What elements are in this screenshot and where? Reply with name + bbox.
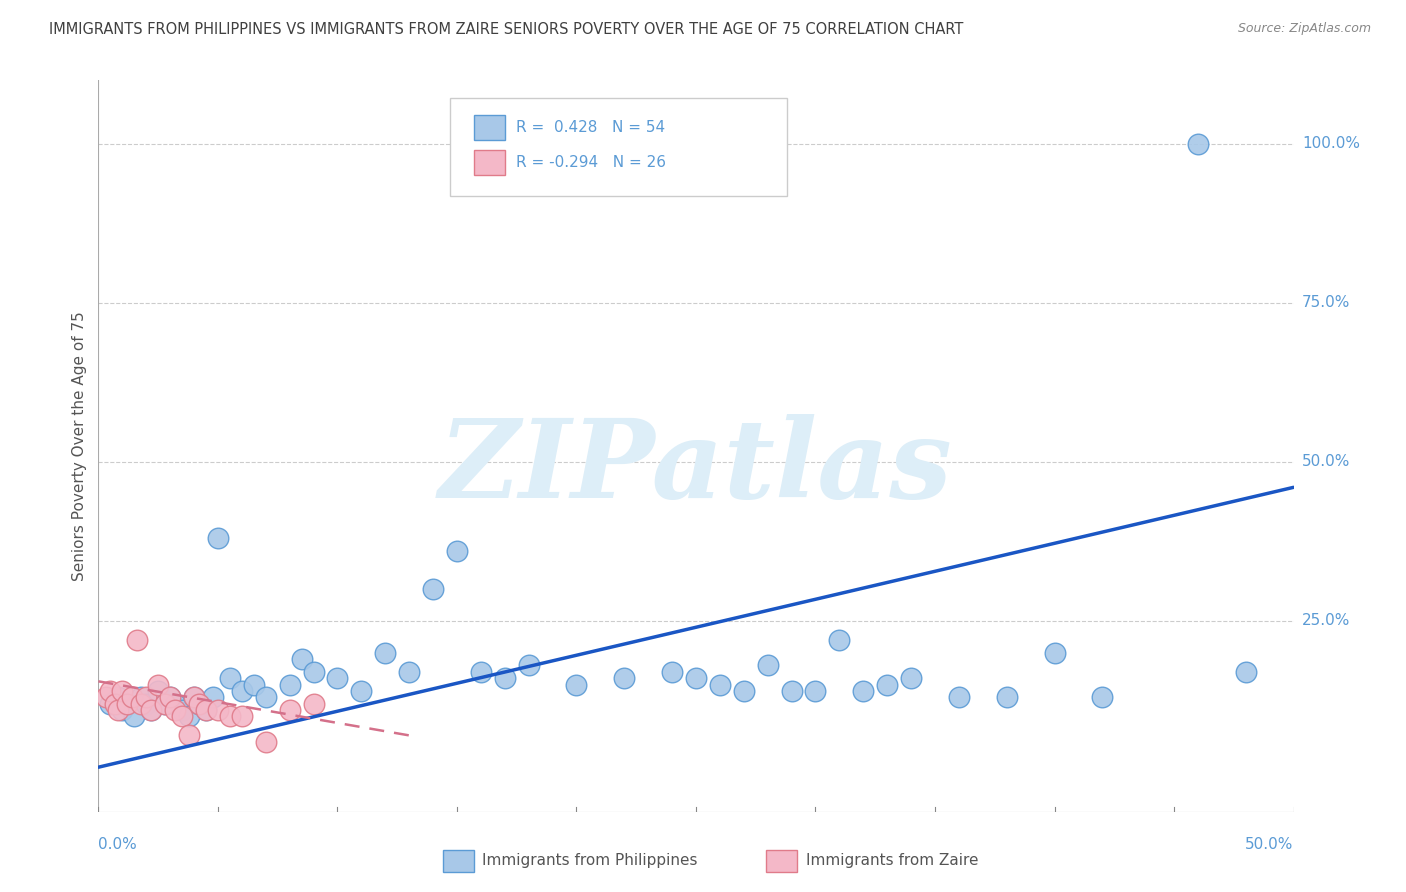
Text: 50.0%: 50.0%: [1302, 454, 1350, 469]
Text: 25.0%: 25.0%: [1302, 614, 1350, 628]
Point: [254, 735, 277, 749]
Point: [98, 697, 122, 711]
Point: [231, 709, 253, 723]
Point: [661, 665, 683, 679]
Point: [756, 658, 779, 673]
Point: [422, 582, 444, 596]
Point: [135, 697, 157, 711]
Point: [852, 684, 875, 698]
Text: 50.0%: 50.0%: [1246, 837, 1294, 852]
Point: [194, 703, 217, 717]
Point: [115, 697, 138, 711]
Text: Immigrants from Philippines: Immigrants from Philippines: [482, 854, 697, 868]
Point: [613, 671, 636, 685]
Point: [148, 677, 170, 691]
Point: [131, 690, 153, 705]
Point: [155, 697, 177, 711]
Point: [685, 671, 707, 685]
Point: [187, 697, 209, 711]
Point: [219, 671, 242, 685]
Text: IMMIGRANTS FROM PHILIPPINES VS IMMIGRANTS FROM ZAIRE SENIORS POVERTY OVER THE AG: IMMIGRANTS FROM PHILIPPINES VS IMMIGRANT…: [49, 22, 963, 37]
Point: [326, 671, 349, 685]
Point: [470, 665, 492, 679]
Point: [111, 684, 134, 698]
Point: [135, 690, 157, 705]
Point: [194, 703, 217, 717]
Point: [231, 684, 253, 698]
Point: [148, 684, 170, 698]
Point: [125, 632, 148, 647]
Point: [517, 658, 540, 673]
Text: 75.0%: 75.0%: [1302, 295, 1350, 310]
Point: [159, 690, 181, 705]
Point: [876, 677, 898, 691]
Point: [98, 684, 122, 698]
Point: [104, 697, 127, 711]
Point: [290, 652, 312, 666]
Point: [139, 703, 162, 717]
Point: [494, 671, 516, 685]
Text: Source: ZipAtlas.com: Source: ZipAtlas.com: [1237, 22, 1371, 36]
Point: [828, 632, 851, 647]
Point: [350, 684, 373, 698]
Point: [243, 677, 266, 691]
Point: [183, 690, 205, 705]
Point: [219, 709, 242, 723]
Text: 0.0%: 0.0%: [98, 837, 138, 852]
Point: [1187, 136, 1209, 151]
Point: [107, 703, 129, 717]
Point: [709, 677, 731, 691]
Point: [900, 671, 922, 685]
Text: 100.0%: 100.0%: [1302, 136, 1360, 152]
Point: [187, 697, 209, 711]
Point: [179, 709, 201, 723]
Point: [804, 684, 827, 698]
Point: [302, 665, 325, 679]
Point: [111, 703, 134, 717]
Point: [995, 690, 1018, 705]
Point: [780, 684, 803, 698]
Text: R = -0.294   N = 26: R = -0.294 N = 26: [516, 155, 666, 170]
Point: [207, 703, 229, 717]
Point: [183, 690, 205, 705]
Point: [107, 690, 129, 705]
Point: [155, 697, 177, 711]
Point: [254, 690, 277, 705]
Point: [121, 690, 143, 705]
Point: [278, 677, 301, 691]
Point: [172, 709, 194, 723]
Text: Immigrants from Zaire: Immigrants from Zaire: [806, 854, 979, 868]
Point: [1091, 690, 1114, 705]
Point: [179, 728, 201, 742]
Point: [159, 690, 181, 705]
Text: ZIPatlas: ZIPatlas: [439, 414, 953, 522]
Point: [172, 703, 194, 717]
Point: [115, 697, 138, 711]
Point: [733, 684, 755, 698]
Point: [1234, 665, 1257, 679]
Point: [1043, 646, 1066, 660]
Point: [124, 709, 146, 723]
Point: [374, 646, 396, 660]
Text: R =  0.428   N = 54: R = 0.428 N = 54: [516, 120, 665, 135]
Point: [302, 697, 325, 711]
Point: [207, 531, 229, 545]
Point: [278, 703, 301, 717]
Point: [163, 697, 186, 711]
Point: [565, 677, 588, 691]
Point: [94, 690, 117, 705]
Point: [202, 690, 225, 705]
Point: [398, 665, 420, 679]
Point: [131, 697, 153, 711]
Y-axis label: Seniors Poverty Over the Age of 75: Seniors Poverty Over the Age of 75: [72, 311, 87, 581]
Point: [163, 703, 186, 717]
Point: [446, 544, 468, 558]
Point: [139, 703, 162, 717]
Point: [948, 690, 970, 705]
